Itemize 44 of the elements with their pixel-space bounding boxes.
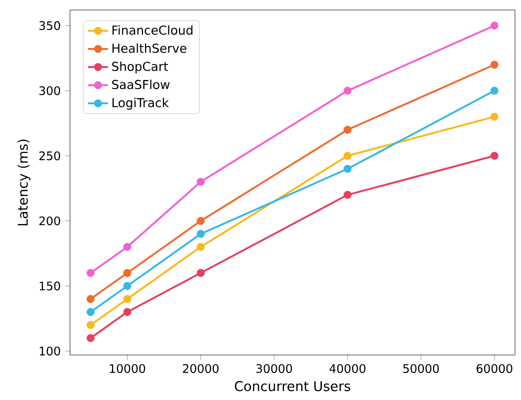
point xyxy=(490,22,498,30)
point xyxy=(86,334,95,342)
x-axis-title: Concurrent Users xyxy=(234,381,350,392)
x-tick-label: 50000 xyxy=(403,364,439,373)
point xyxy=(86,308,95,316)
point xyxy=(123,242,132,251)
point xyxy=(490,152,498,160)
legend-label: SaaSFlow xyxy=(112,80,170,90)
x-tick-label: 10000 xyxy=(110,364,146,373)
point xyxy=(123,282,132,290)
y-tick-label: 350 xyxy=(39,21,60,30)
point xyxy=(196,268,205,277)
point xyxy=(344,86,352,95)
point xyxy=(196,178,205,186)
point xyxy=(344,164,352,173)
point xyxy=(86,268,95,277)
point xyxy=(123,268,132,277)
point xyxy=(86,295,95,303)
y-tick-label: 100 xyxy=(40,346,60,356)
legend-label: LogiTrack xyxy=(112,98,169,110)
point xyxy=(344,152,352,160)
point xyxy=(196,216,205,225)
point xyxy=(196,230,205,238)
x-tick-label: 40000 xyxy=(330,364,366,373)
point xyxy=(123,308,132,316)
y-tick-label: 250 xyxy=(39,151,60,160)
point xyxy=(344,126,352,134)
legend-label: ShopCart xyxy=(112,62,168,74)
legend-label: FinanceCloud xyxy=(112,25,192,35)
point xyxy=(490,86,498,95)
y-tick-label: 150 xyxy=(40,282,60,290)
y-tick-label: 200 xyxy=(39,216,60,226)
point xyxy=(123,295,132,303)
x-tick-label: 20000 xyxy=(182,364,219,373)
point xyxy=(490,112,498,121)
y-tick-label: 300 xyxy=(39,86,60,96)
point xyxy=(344,190,352,199)
y-axis-title: Latency (ms) xyxy=(17,140,30,226)
x-tick-label: 60000 xyxy=(476,364,512,373)
point xyxy=(490,60,498,69)
point xyxy=(196,242,205,251)
legend-label: HealthServe xyxy=(112,43,186,53)
point xyxy=(86,321,95,330)
x-tick-label: 30000 xyxy=(256,364,292,373)
